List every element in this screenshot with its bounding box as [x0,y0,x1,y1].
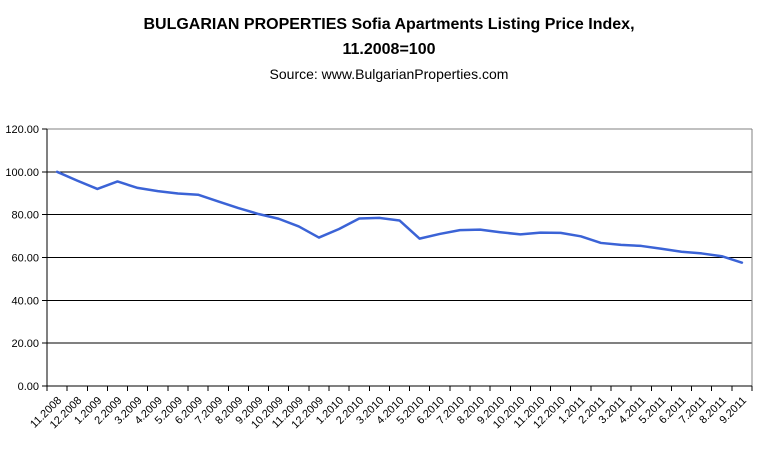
chart-title-line-1: BULGARIAN PROPERTIES Sofia Apartments Li… [143,16,635,33]
y-axis-tick-label: 0.00 [18,381,39,393]
price-index-line-series [55,170,744,264]
y-axis-tick-label: 20.00 [11,338,39,350]
y-axis-tick-label: 60.00 [11,253,39,265]
chart-title-line-2: 11.2008=100 [342,41,436,58]
y-axis-tick-label: 120.00 [5,124,39,136]
chart-header: BULGARIAN PROPERTIES Sofia Apartments Li… [0,12,778,84]
y-axis-tick-label: 40.00 [11,295,39,307]
chart-source-caption: Source: www.BulgarianProperties.com [269,66,509,82]
y-axis-tick-label: 80.00 [11,210,39,222]
y-axis-tick-label: 100.00 [5,167,39,179]
